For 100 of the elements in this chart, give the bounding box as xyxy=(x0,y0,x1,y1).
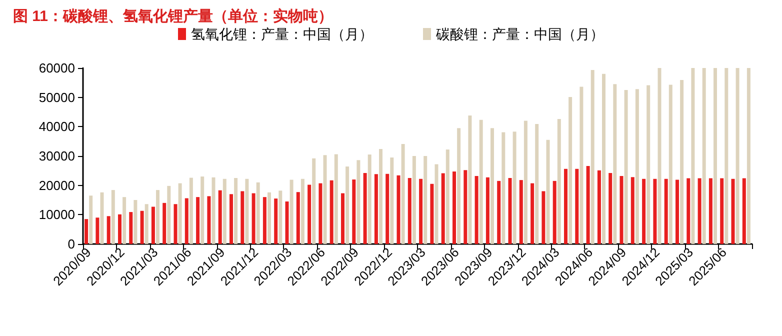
bar xyxy=(174,204,178,244)
bar xyxy=(167,186,171,244)
bar xyxy=(323,155,327,244)
y-tick-label: 40000 xyxy=(38,119,75,134)
bar xyxy=(608,173,612,244)
bar xyxy=(285,201,289,244)
bar xyxy=(374,174,378,244)
bar xyxy=(557,119,561,244)
bar xyxy=(162,202,166,244)
bar xyxy=(196,197,200,244)
bar xyxy=(586,166,590,244)
bar xyxy=(746,68,750,244)
bar xyxy=(646,85,650,244)
bar xyxy=(620,176,624,244)
bar xyxy=(698,178,702,244)
bar xyxy=(686,178,690,244)
bar xyxy=(207,196,211,244)
bar xyxy=(396,175,400,244)
bar xyxy=(564,168,568,244)
bar xyxy=(200,176,204,244)
bar xyxy=(486,177,490,244)
bar xyxy=(714,68,717,244)
bar xyxy=(490,128,494,244)
bar xyxy=(691,68,695,244)
bar xyxy=(702,68,706,244)
bar xyxy=(122,197,126,244)
bar xyxy=(708,178,712,244)
bar xyxy=(151,206,155,244)
bar xyxy=(542,191,546,244)
y-tick-label: 0 xyxy=(68,236,75,252)
bar xyxy=(441,173,445,244)
bar xyxy=(519,180,523,244)
bar xyxy=(274,198,278,244)
bar xyxy=(106,216,110,244)
bar xyxy=(512,132,516,244)
bar xyxy=(424,156,428,244)
y-tick-label: 30000 xyxy=(38,148,75,164)
bar xyxy=(630,177,634,244)
bar xyxy=(502,132,506,244)
bar xyxy=(134,200,138,244)
y-tick-label: 10000 xyxy=(38,207,75,222)
bar xyxy=(401,144,405,244)
y-tick-label: 20000 xyxy=(38,178,75,193)
bar xyxy=(508,178,512,244)
bar xyxy=(613,84,617,244)
bar xyxy=(156,190,160,244)
bar xyxy=(724,68,728,244)
legend-label: 氢氧化锂：产量：中国（月） xyxy=(191,26,373,42)
bar xyxy=(468,116,472,244)
bar xyxy=(497,180,501,244)
bar xyxy=(290,180,294,244)
bar xyxy=(568,97,572,244)
bar xyxy=(474,176,478,244)
bar xyxy=(363,173,367,244)
bar xyxy=(330,180,334,244)
bar xyxy=(308,184,312,244)
bar xyxy=(352,179,356,244)
bar xyxy=(680,80,684,244)
bar xyxy=(368,154,372,244)
bar xyxy=(129,212,133,244)
bar xyxy=(419,178,423,244)
bar xyxy=(664,178,668,244)
bar xyxy=(240,191,244,244)
bar xyxy=(580,86,584,244)
bar xyxy=(457,128,461,244)
bar xyxy=(602,74,606,244)
bar xyxy=(318,183,322,244)
bar xyxy=(140,210,144,244)
bar xyxy=(341,193,344,244)
bar xyxy=(736,68,740,244)
bar xyxy=(530,183,534,244)
bar xyxy=(390,157,394,244)
bar xyxy=(720,178,724,244)
bar xyxy=(100,192,104,244)
bar xyxy=(464,170,468,244)
bar xyxy=(546,140,550,244)
bar xyxy=(658,68,662,244)
bar xyxy=(379,148,382,244)
chart-title: 图 11：碳酸锂、氢氧化锂产量（单位：实物吨） xyxy=(13,7,334,25)
bar xyxy=(446,150,450,244)
y-tick-label: 50000 xyxy=(38,90,75,105)
bar xyxy=(300,178,304,244)
bar xyxy=(262,197,266,244)
bar xyxy=(386,174,390,244)
legend-label: 碳酸锂：产量：中国（月） xyxy=(435,26,604,42)
bar xyxy=(408,178,412,244)
bar xyxy=(252,193,256,244)
bar xyxy=(479,120,483,244)
bar xyxy=(731,178,735,244)
bar xyxy=(668,84,672,244)
bar xyxy=(312,158,316,244)
bar xyxy=(624,90,628,244)
y-tick-label: 60000 xyxy=(38,60,75,76)
bar xyxy=(334,154,338,244)
bar xyxy=(189,178,193,244)
bar xyxy=(184,198,188,244)
bar xyxy=(575,168,579,244)
bar xyxy=(111,190,115,244)
bar xyxy=(222,178,226,244)
bar xyxy=(89,196,93,244)
